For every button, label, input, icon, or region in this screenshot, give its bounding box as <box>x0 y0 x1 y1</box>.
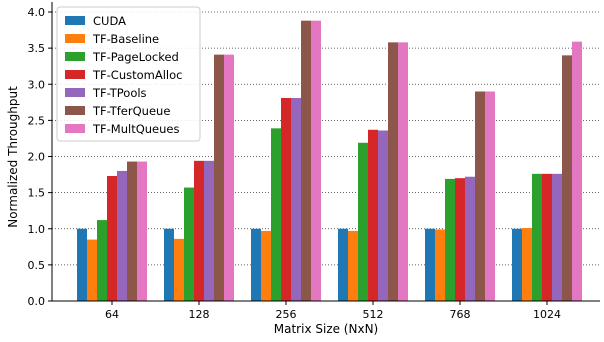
bar <box>388 42 398 301</box>
bar <box>224 54 234 301</box>
bar <box>271 128 281 301</box>
bar <box>204 160 214 301</box>
bar <box>445 178 455 301</box>
bar <box>562 55 572 301</box>
y-tick-label: 3.5 <box>28 42 46 55</box>
bar <box>398 42 408 301</box>
bar <box>542 173 552 301</box>
legend-label: TF-Baseline <box>92 32 159 46</box>
bar <box>532 173 542 301</box>
x-tick-label: 1024 <box>533 308 561 321</box>
bar <box>251 228 261 301</box>
legend-label: TF-MultQueues <box>92 122 179 136</box>
bar <box>552 173 562 301</box>
bar <box>311 20 321 301</box>
bar <box>572 41 582 302</box>
x-tick-label: 768 <box>450 308 471 321</box>
y-tick-label: 1.5 <box>28 187 46 200</box>
legend-label: TF-PageLocked <box>92 50 179 64</box>
bar <box>425 228 435 301</box>
bar <box>301 20 311 301</box>
bar <box>435 229 445 301</box>
y-tick-label: 0.0 <box>28 295 46 308</box>
y-tick-label: 3.0 <box>28 78 46 91</box>
legend-swatch <box>65 16 85 25</box>
bar <box>117 170 127 301</box>
bar <box>107 176 117 301</box>
bar <box>378 130 388 301</box>
bar <box>358 142 368 301</box>
bar <box>522 228 532 301</box>
bar <box>348 230 358 301</box>
legend-swatch <box>65 88 85 97</box>
axes <box>48 2 600 305</box>
x-tick-label: 64 <box>105 308 119 321</box>
bar <box>512 228 522 301</box>
bar <box>485 91 495 301</box>
bar <box>164 228 174 301</box>
bar <box>97 220 107 301</box>
y-tick-label: 4.0 <box>28 6 46 19</box>
bar <box>281 97 291 301</box>
bar <box>465 176 475 301</box>
legend-box <box>56 6 201 142</box>
bar <box>137 161 147 301</box>
bar <box>368 129 378 301</box>
legend-label: TF-TPools <box>92 86 147 100</box>
y-tick-label: 2.0 <box>28 151 46 164</box>
bar <box>261 230 271 301</box>
y-tick-label: 0.5 <box>28 259 46 272</box>
y-tick-label: 1.0 <box>28 223 46 236</box>
x-tick-label: 128 <box>189 308 210 321</box>
legend-swatch <box>65 124 85 133</box>
legend: CUDA TF-Baseline TF-PageLocked TF-CustomAll… <box>56 6 201 142</box>
bar <box>87 239 97 301</box>
bar <box>184 187 194 301</box>
x-tick-label: 512 <box>363 308 384 321</box>
bar <box>194 160 204 301</box>
bar <box>214 54 224 301</box>
legend-label: TF-TferQueue <box>92 104 170 118</box>
gridlines <box>52 11 600 266</box>
bar <box>338 228 348 301</box>
tick-labels: 0.0 0.5 1.0 1.5 2.0 2.5 3.0 3.5 4.0 64 128 256 512 76… <box>28 6 562 321</box>
bar <box>77 228 87 301</box>
x-axis-label: Matrix Size (NxN) <box>274 322 378 336</box>
bar <box>127 161 137 301</box>
legend-swatch <box>65 106 85 115</box>
y-axis-label: Normalized Throughput <box>6 86 20 228</box>
legend-swatch <box>65 52 85 61</box>
legend-label: TF-CustomAlloc <box>92 68 182 82</box>
bars <box>77 20 582 302</box>
bar <box>291 97 301 301</box>
legend-swatch <box>65 70 85 79</box>
legend-label: CUDA <box>93 14 126 28</box>
legend-swatch <box>65 34 85 43</box>
bar <box>174 238 184 301</box>
bar <box>455 178 465 301</box>
x-tick-label: 256 <box>276 308 297 321</box>
y-tick-label: 2.5 <box>28 114 46 127</box>
bar <box>475 91 485 301</box>
